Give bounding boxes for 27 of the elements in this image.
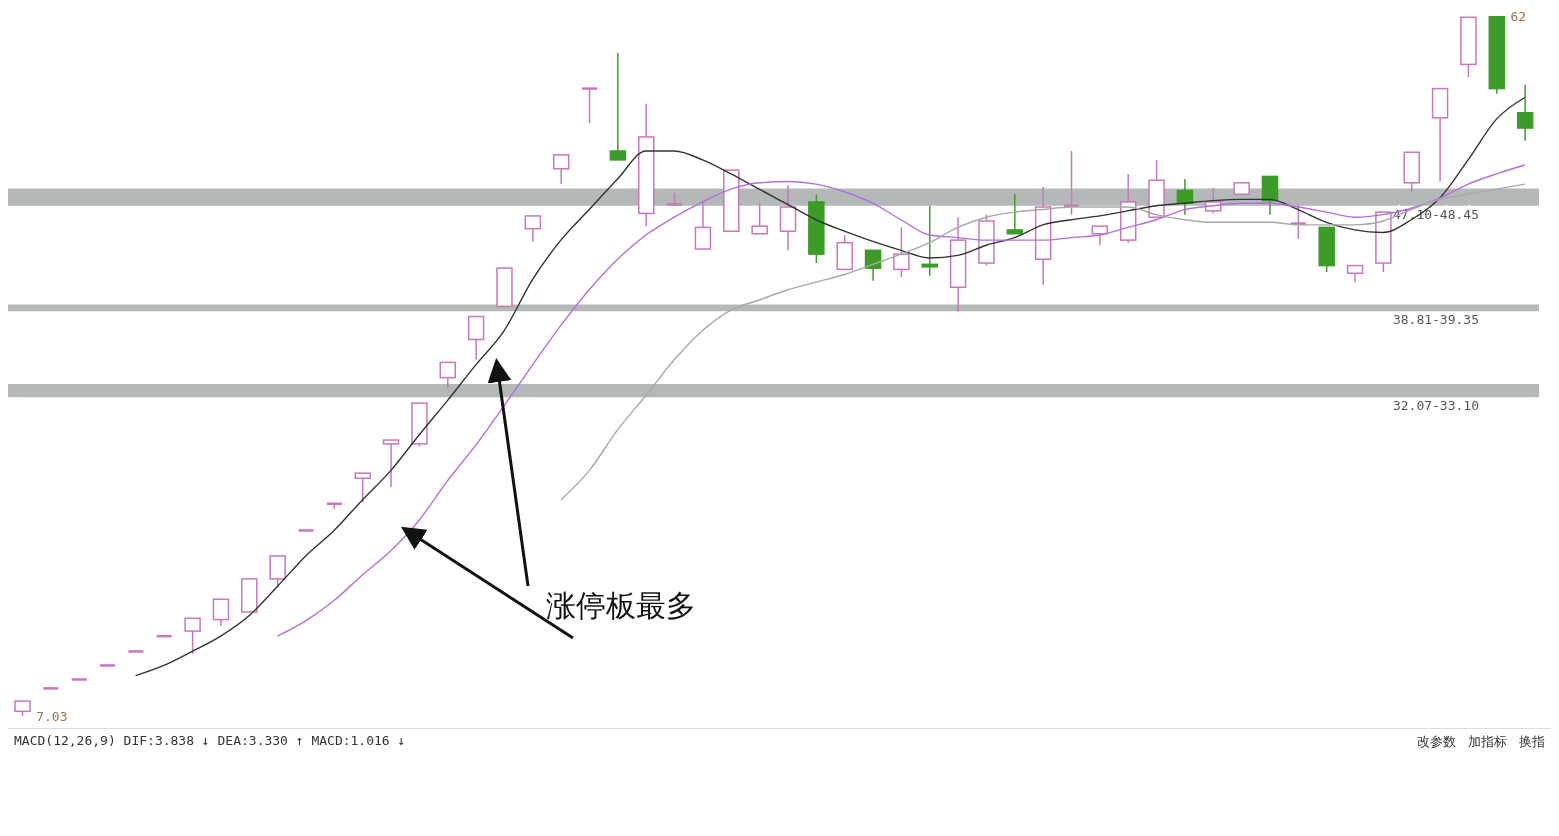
text: 加指标 xyxy=(1468,733,1507,751)
candlestick xyxy=(354,472,371,504)
text: 换指 xyxy=(1519,733,1545,751)
candlestick xyxy=(269,555,286,589)
candlestick xyxy=(1516,84,1534,142)
candlestick xyxy=(694,199,712,250)
candlestick xyxy=(212,598,230,627)
text: MACD(12,26,9) DIF:3.838 ↓ DEA:3.330 ↑ MACD:1.016 ↓ xyxy=(14,733,406,750)
candlestick xyxy=(382,439,400,488)
candlestick xyxy=(751,202,768,235)
annotation: 涨停板最多 xyxy=(546,587,696,625)
band-label: 38.81-39.35 xyxy=(1392,312,1479,328)
band-label: 32.07-33.10 xyxy=(1392,398,1479,414)
candlestick xyxy=(580,87,599,124)
candlestick xyxy=(439,361,457,389)
candlestick xyxy=(921,204,939,277)
candlestick xyxy=(552,154,570,185)
candlestick xyxy=(184,617,201,655)
candlestick xyxy=(467,315,485,361)
candlestick xyxy=(893,226,910,278)
candlestick xyxy=(1091,225,1109,246)
annotation: 62 xyxy=(1510,8,1527,24)
candlestick xyxy=(1006,193,1024,235)
annotation: 7.03 xyxy=(36,708,68,724)
candlestick xyxy=(609,52,627,161)
text: 改参数 xyxy=(1417,733,1456,751)
candlestick xyxy=(524,215,542,243)
